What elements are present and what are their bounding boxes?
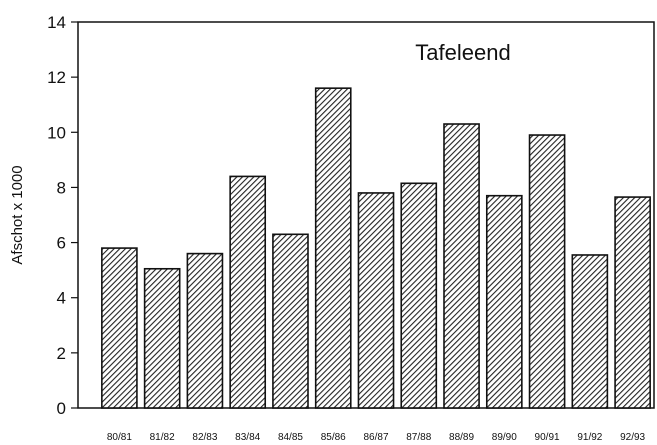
x-tick-label: 91/92: [577, 432, 602, 443]
x-tick-label: 85/86: [321, 432, 346, 443]
x-tick-label: 83/84: [235, 432, 260, 443]
x-tick-label: 86/87: [363, 432, 388, 443]
bar-91-92: [571, 254, 609, 409]
y-axis-label: Afschot x 1000: [9, 165, 26, 264]
bar-88-89: [443, 123, 480, 409]
bar-90-91: [528, 134, 566, 409]
bar-86-87: [357, 192, 395, 409]
y-tick-label: 8: [57, 178, 66, 197]
x-tick-label: 88/89: [449, 432, 474, 443]
x-tick-label: 92/93: [620, 432, 645, 443]
x-tick-label: 81/82: [150, 432, 175, 443]
x-tick-label: 90/91: [535, 432, 560, 443]
x-tick-label: 82/83: [192, 432, 217, 443]
bar-87-88: [400, 182, 438, 409]
bar-92-93: [614, 196, 651, 409]
x-tick-label: 87/88: [406, 432, 431, 443]
bar-series: [101, 87, 651, 409]
bar-84-85: [272, 233, 309, 409]
x-tick-label: 80/81: [107, 432, 132, 443]
y-tick-label: 4: [57, 289, 66, 308]
bar-89-90: [485, 194, 523, 409]
y-tick-label: 6: [57, 234, 66, 253]
y-tick-label: 0: [57, 399, 66, 418]
y-tick-label: 10: [47, 123, 66, 142]
y-axis-ticks: 0 2 4 6 8 10 12 14: [47, 13, 78, 418]
x-tick-label: 89/90: [492, 432, 517, 443]
x-axis-tick-labels: 80/81 81/82 82/83 83/84 84/85 85/86 86/87 87/88…: [107, 432, 646, 443]
bar-83-84: [229, 175, 267, 409]
bar-85-86: [314, 87, 352, 409]
chart-title: Tafeleend: [415, 40, 510, 65]
y-tick-label: 12: [47, 68, 66, 87]
y-tick-label: 14: [47, 13, 66, 32]
bar-82-83: [186, 252, 224, 409]
y-tick-label: 2: [57, 344, 66, 363]
x-tick-label: 84/85: [278, 432, 303, 443]
bar-81-82: [143, 267, 181, 409]
bar-80-81: [101, 247, 138, 409]
